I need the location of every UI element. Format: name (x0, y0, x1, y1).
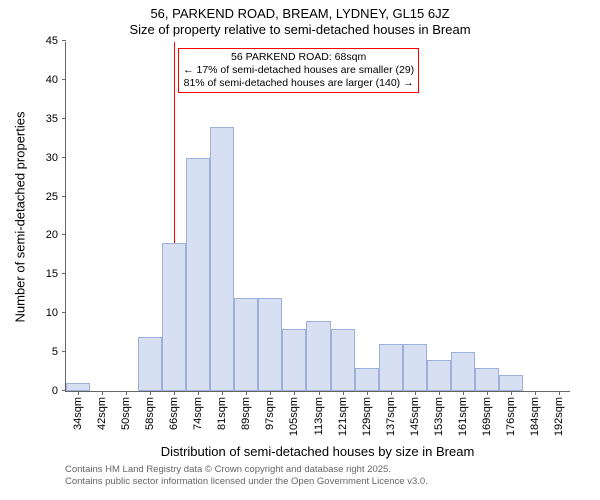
y-tick-mark (62, 196, 66, 197)
histogram-bar (234, 298, 258, 391)
footer-line1: Contains HM Land Registry data © Crown c… (65, 464, 428, 476)
y-tick-mark (62, 312, 66, 313)
x-tick-mark (270, 391, 271, 395)
annotation-line2: ← 17% of semi-detached houses are smalle… (183, 64, 414, 77)
x-tick-mark (246, 391, 247, 395)
x-tick-mark (535, 391, 536, 395)
x-tick-label: 176sqm (505, 397, 517, 436)
histogram-bar (355, 368, 379, 391)
histogram-bar (258, 298, 282, 391)
chart-title-line1: 56, PARKEND ROAD, BREAM, LYDNEY, GL15 6J… (0, 6, 600, 21)
histogram-bar (427, 360, 451, 391)
y-tick-mark (62, 79, 66, 80)
x-tick-label: 153sqm (433, 397, 445, 436)
x-tick-label: 169sqm (481, 397, 493, 436)
x-tick-mark (319, 391, 320, 395)
annotation-box: 56 PARKEND ROAD: 68sqm ← 17% of semi-det… (178, 48, 419, 93)
histogram-bar (379, 344, 403, 391)
histogram-bar (403, 344, 427, 391)
y-tick-label: 10 (46, 307, 66, 319)
x-tick-label: 81sqm (216, 397, 228, 430)
x-tick-mark (391, 391, 392, 395)
histogram-bar (66, 383, 90, 391)
histogram-bar (138, 337, 162, 391)
x-tick-label: 42sqm (96, 397, 108, 430)
x-tick-label: 129sqm (361, 397, 373, 436)
y-tick-mark (62, 118, 66, 119)
y-tick-label: 0 (52, 385, 66, 397)
x-tick-mark (463, 391, 464, 395)
y-tick-label: 15 (46, 268, 66, 280)
y-tick-label: 5 (52, 346, 66, 358)
y-tick-label: 25 (46, 191, 66, 203)
y-tick-label: 30 (46, 152, 66, 164)
x-tick-label: 50sqm (120, 397, 132, 430)
x-tick-label: 66sqm (168, 397, 180, 430)
x-tick-mark (415, 391, 416, 395)
x-tick-mark (511, 391, 512, 395)
histogram-bar (162, 243, 186, 391)
y-tick-mark (62, 157, 66, 158)
y-tick-label: 20 (46, 229, 66, 241)
x-tick-label: 97sqm (264, 397, 276, 430)
y-tick-label: 45 (46, 35, 66, 47)
x-tick-mark (222, 391, 223, 395)
x-tick-mark (150, 391, 151, 395)
y-tick-label: 40 (46, 74, 66, 86)
x-tick-mark (343, 391, 344, 395)
x-tick-label: 74sqm (192, 397, 204, 430)
x-tick-label: 121sqm (337, 397, 349, 436)
x-tick-mark (294, 391, 295, 395)
x-axis-label: Distribution of semi-detached houses by … (161, 444, 475, 459)
x-tick-mark (367, 391, 368, 395)
x-tick-label: 113sqm (313, 397, 325, 435)
footer-line2: Contains public sector information licen… (65, 476, 428, 488)
x-tick-mark (487, 391, 488, 395)
x-tick-label: 184sqm (529, 397, 541, 436)
x-tick-label: 34sqm (72, 397, 84, 430)
y-tick-mark (62, 273, 66, 274)
x-tick-mark (198, 391, 199, 395)
y-axis-label: Number of semi-detached properties (13, 112, 28, 323)
histogram-bar (331, 329, 355, 391)
x-tick-label: 89sqm (240, 397, 252, 430)
chart-footer: Contains HM Land Registry data © Crown c… (65, 464, 428, 489)
x-tick-mark (102, 391, 103, 395)
x-tick-label: 105sqm (288, 397, 300, 436)
chart-container: 56, PARKEND ROAD, BREAM, LYDNEY, GL15 6J… (0, 0, 600, 500)
x-tick-mark (559, 391, 560, 395)
histogram-bar (499, 375, 523, 391)
histogram-bar (210, 127, 234, 391)
annotation-line1: 56 PARKEND ROAD: 68sqm (183, 51, 414, 64)
x-tick-label: 58sqm (144, 397, 156, 430)
histogram-bar (475, 368, 499, 391)
plot-area: 56 PARKEND ROAD: 68sqm ← 17% of semi-det… (65, 42, 570, 392)
y-tick-mark (62, 40, 66, 41)
y-tick-mark (62, 351, 66, 352)
chart-title-line2: Size of property relative to semi-detach… (0, 22, 600, 37)
histogram-bar (282, 329, 306, 391)
x-tick-label: 145sqm (409, 397, 421, 436)
x-tick-label: 161sqm (457, 397, 469, 436)
x-tick-mark (174, 391, 175, 395)
histogram-bar (186, 158, 210, 391)
y-tick-mark (62, 234, 66, 235)
histogram-bar (451, 352, 475, 391)
x-tick-mark (78, 391, 79, 395)
x-tick-label: 192sqm (553, 397, 565, 436)
x-tick-mark (126, 391, 127, 395)
annotation-line3: 81% of semi-detached houses are larger (… (183, 77, 414, 90)
y-tick-label: 35 (46, 113, 66, 125)
histogram-bar (306, 321, 330, 391)
x-tick-mark (439, 391, 440, 395)
x-tick-label: 137sqm (385, 397, 397, 436)
